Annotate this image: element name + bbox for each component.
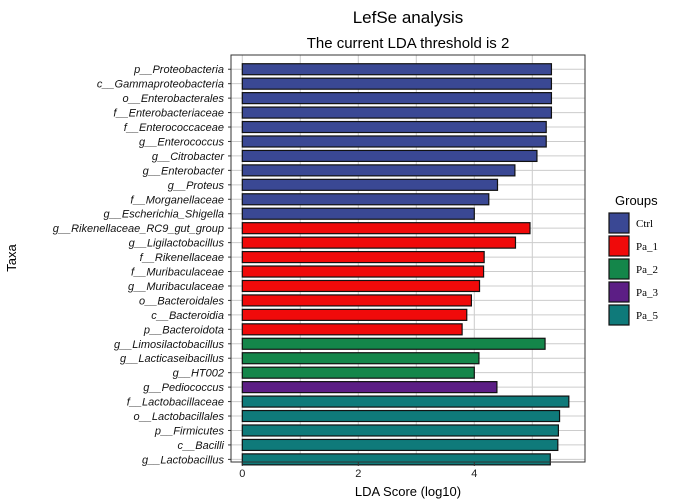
y-tick-label: g__Limosilactobacillus [114, 339, 225, 351]
y-tick-label: c__Bacilli [178, 440, 225, 452]
y-tick-label: g__Pediococcus [143, 382, 224, 394]
legend-swatch-Ctrl [608, 212, 630, 234]
bar-f__Morganellaceae [241, 193, 490, 206]
bar-g__Enterococcus [241, 135, 547, 148]
bar-f__Muribaculaceae [241, 265, 485, 278]
y-tick-label: g__Proteus [168, 180, 225, 192]
y-tick-label: o__Enterobacterales [122, 93, 224, 105]
chart-title: LefSe analysis [353, 8, 464, 27]
bar-g__HT002 [241, 366, 475, 379]
y-tick-label: o__Bacteroidales [139, 295, 225, 307]
legend-swatch-Pa_3 [608, 281, 630, 303]
y-tick-label: c__Gammaproteobacteria [97, 79, 224, 91]
bar-f__Enterococcaceae [241, 120, 547, 134]
y-tick-label: f__Enterobacteriaceae [113, 108, 224, 120]
bar-g__Muribaculaceae [241, 279, 481, 293]
legend-label: Pa_5 [636, 310, 659, 322]
bar-p__Bacteroidota [241, 323, 463, 336]
legend-swatch-Pa_5 [608, 304, 630, 326]
legend-label: Pa_3 [636, 287, 659, 299]
x-axis-label: LDA Score (log10) [355, 484, 461, 499]
y-tick-label: p__Firmicutes [154, 425, 225, 437]
bar-o__Enterobacterales [241, 92, 553, 105]
legend-label: Pa_2 [636, 264, 658, 276]
y-tick-label: c__Bacteroidia [151, 310, 224, 322]
bar-g__Pediococcus [241, 381, 498, 394]
y-tick-label: f__Lactobacillaceae [127, 397, 224, 409]
y-tick-label: g__Lactobacillus [142, 454, 224, 466]
legend: Ctrl Pa_1 Pa_2 Pa_3 Pa_5 [608, 212, 659, 326]
plot-border [230, 54, 586, 463]
bar-f__Lactobacillaceae [241, 395, 570, 408]
bar-g__Citrobacter [241, 149, 538, 163]
bar-g__Lactobacillus [241, 453, 551, 466]
y-tick-label: f__Rikenellaceae [140, 252, 224, 264]
y-axis-label: Taxa [4, 244, 19, 272]
bar-c__Gammaproteobacteria [241, 77, 553, 90]
bar-g__Limosilactobacillus [241, 337, 546, 350]
y-tick-label: g__Citrobacter [152, 151, 225, 163]
bar-f__Rikenellaceae [241, 250, 485, 264]
bar-g__Rikenellaceae_RC9_gut_group [241, 222, 531, 235]
y-tick-label: g__Rikenellaceae_RC9_gut_group [53, 223, 224, 235]
y-tick-label: g__Lacticaseibacillus [120, 353, 224, 365]
y-tick-label: p__Proteobacteria [133, 64, 224, 76]
bar-g__Escherichia_Shigella [241, 207, 475, 220]
bar-o__Lactobacillales [241, 409, 561, 423]
bar-o__Bacteroidales [241, 294, 473, 307]
bars [241, 63, 570, 466]
chart-subtitle: The current LDA threshold is 2 [307, 35, 510, 52]
x-tick-labels: 0 2 4 [239, 462, 477, 480]
y-tick-label: g__Muribaculaceae [128, 281, 224, 293]
x-tick-label: 4 [471, 468, 477, 480]
y-tick-label: g__Enterobacter [143, 165, 226, 177]
y-tick-labels: p__Proteobacteria c__Gammaproteobacteriao… [53, 64, 231, 466]
bar-g__Ligilactobacillus [241, 236, 517, 249]
bar-g__Proteus [241, 178, 499, 191]
x-tick-label: 2 [355, 468, 361, 480]
y-tick-label: g__HT002 [173, 368, 224, 380]
x-tick-label: 0 [239, 468, 245, 480]
y-tick-label: o__Lactobacillales [133, 411, 224, 423]
bar-p__Proteobacteria [241, 63, 553, 76]
legend-swatch-Pa_2 [608, 258, 630, 280]
legend-swatch-Pa_1 [608, 235, 630, 257]
y-tick-label: f__Enterococcaceae [124, 122, 224, 134]
legend-label: Pa_1 [636, 241, 658, 253]
bar-p__Firmicutes [241, 424, 560, 437]
y-tick-label: g__Ligilactobacillus [129, 238, 225, 250]
bar-g__Lacticaseibacillus [241, 352, 480, 365]
bar-f__Enterobacteriaceae [241, 106, 553, 119]
bar-c__Bacteroidia [241, 308, 468, 321]
y-tick-label: g__Escherichia_Shigella [104, 209, 224, 221]
legend-label: Ctrl [636, 218, 653, 230]
bar-g__Enterobacter [241, 164, 516, 177]
y-tick-label: g__Enterococcus [139, 136, 224, 148]
y-tick-label: f__Morganellaceae [130, 194, 224, 206]
bar-c__Bacilli [241, 438, 559, 452]
y-tick-label: p__Bacteroidota [143, 324, 224, 336]
legend-title: Groups [615, 193, 658, 208]
y-tick-label: f__Muribaculaceae [131, 267, 224, 279]
